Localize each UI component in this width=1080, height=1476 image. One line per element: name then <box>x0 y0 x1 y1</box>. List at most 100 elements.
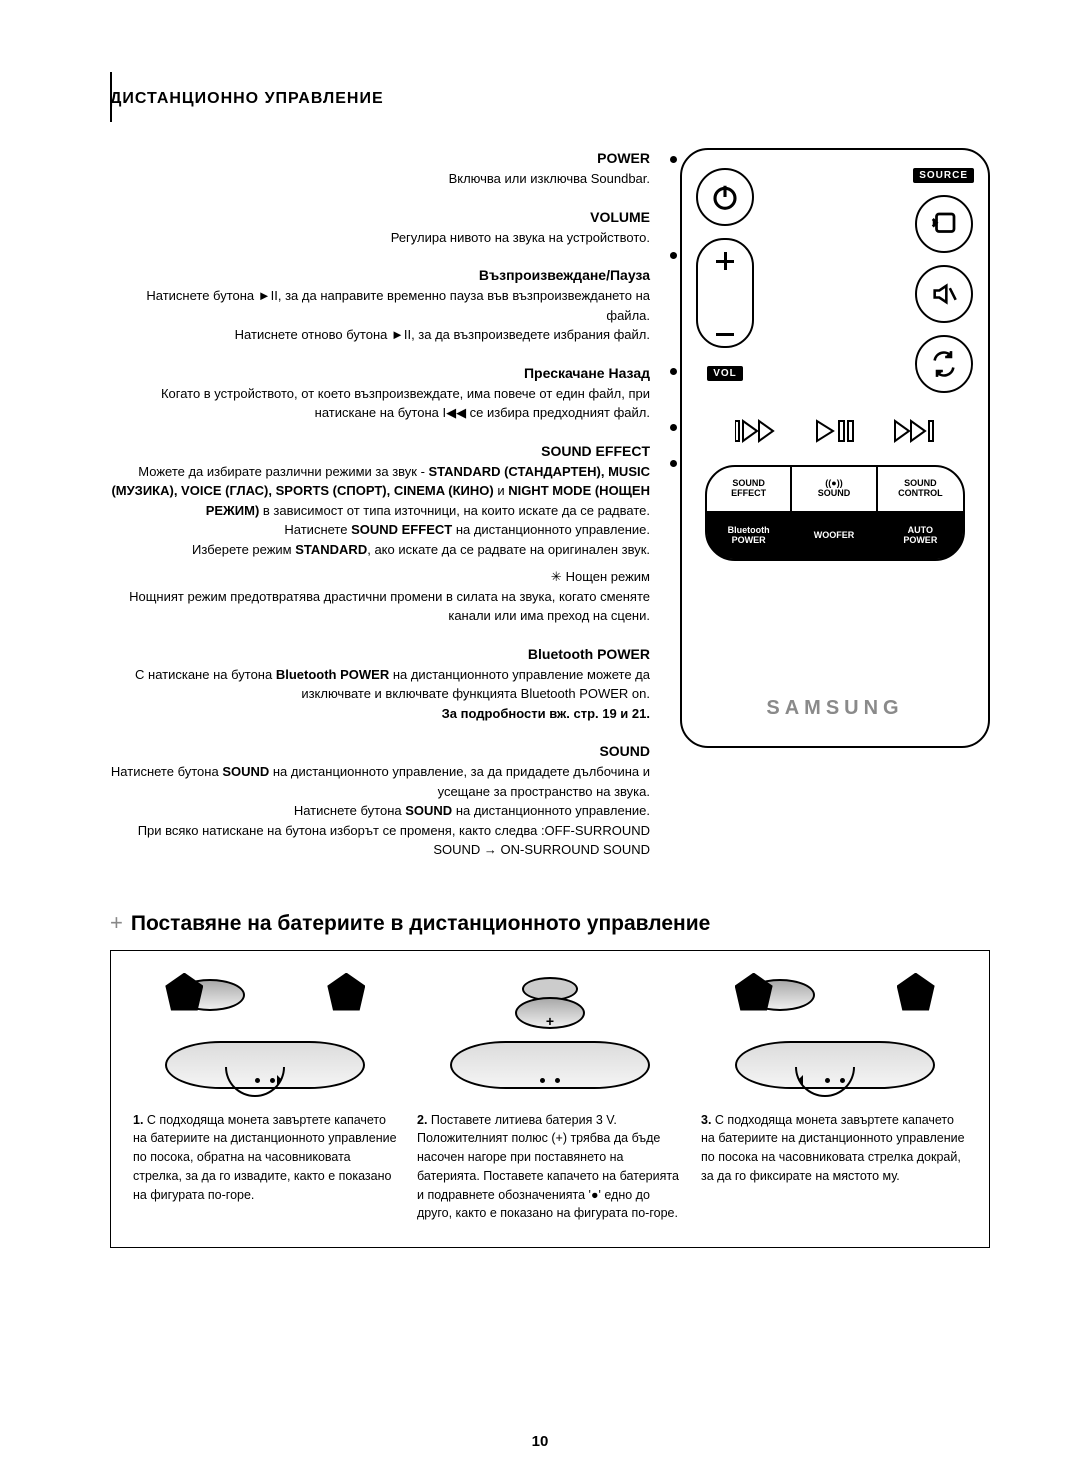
section-playpause: Възпроизвеждане/Пауза Натиснете бутона ►… <box>110 265 650 345</box>
section-volume: VOLUME Регулира нивото на звука на устро… <box>110 207 650 248</box>
align-dots-icon <box>540 1078 560 1083</box>
header-accent <box>110 72 112 122</box>
skipback-body: Когато в устройството, от което възпроиз… <box>110 384 650 423</box>
play-pause-icon <box>809 411 861 451</box>
step3-num: 3. <box>701 1113 711 1127</box>
s1c: на дистанционното управление, за да прид… <box>273 764 650 799</box>
leader-dot <box>670 252 677 259</box>
btpower-p1: С натискане на бутона Bluetooth POWER на… <box>110 665 650 704</box>
g2b: SOUND <box>818 489 851 499</box>
soundeffect-p2: Натиснете SOUND EFFECT на дистанционното… <box>110 520 650 540</box>
remote-right-col: SOURCE <box>913 168 974 393</box>
step-1: 1. С подходяща монета завъртете капачето… <box>133 1111 399 1224</box>
leader-dot <box>670 368 677 375</box>
volume-up-icon <box>714 250 736 272</box>
battery-heading-text: Поставяне на батериите в дистанционното … <box>131 912 710 935</box>
battery-box: + 1. С подходяща монета завъртете капаче… <box>110 950 990 1249</box>
step2-text: Поставете литиева батерия 3 V. Положител… <box>417 1113 679 1221</box>
battery-steps-row: 1. С подходяща монета завъртете капачето… <box>133 1111 967 1224</box>
btn-bt-power: BluetoothPOWER <box>707 513 792 559</box>
battery-heading: + Поставяне на батериите в дистанционното… <box>110 910 990 936</box>
se-p2c: на дистанционното управление. <box>456 522 650 537</box>
step1-text: С подходяща монета завъртете капачето на… <box>133 1113 397 1202</box>
skip-back-icon <box>731 411 783 451</box>
repeat-icon <box>915 335 973 393</box>
soundeffect-night: ✳Нощен режим <box>110 567 650 587</box>
btn-sound-effect: SOUNDEFFECT <box>707 467 792 513</box>
hand-icon <box>897 973 935 1011</box>
page-header: ДИСТАНЦИОННО УПРАВЛЕНИЕ <box>110 90 990 108</box>
btn-sound-control: SOUNDCONTROL <box>878 467 963 513</box>
se-t5: в зависимост от типа източници, на които… <box>263 503 650 518</box>
g4b: POWER <box>732 536 766 546</box>
hand-icon <box>735 973 773 1011</box>
main-layout: POWER Включва или изключва Soundbar. VOL… <box>110 148 990 878</box>
g1b: EFFECT <box>731 489 766 499</box>
se-t1: Можете да избирате различни режими за зв… <box>138 464 428 479</box>
playback-row <box>731 411 939 451</box>
step3-text: С подходяща монета завъртете капачето на… <box>701 1113 965 1183</box>
plus-icon: + <box>110 910 123 935</box>
g3b: CONTROL <box>898 489 943 499</box>
power-icon <box>696 168 754 226</box>
plus-polarity-icon: + <box>546 1013 554 1029</box>
step2-num: 2. <box>417 1113 427 1127</box>
sound-title: SOUND <box>110 741 650 762</box>
volume-title: VOLUME <box>110 207 650 228</box>
section-sound: SOUND Натиснете бутона SOUND на дистанци… <box>110 741 650 860</box>
leader-dot <box>670 156 677 163</box>
se-t3: и <box>497 483 508 498</box>
se-p3a: Изберете режим <box>192 542 295 557</box>
remote-diagram: VOL SOURCE <box>680 148 990 748</box>
step1-num: 1. <box>133 1113 143 1127</box>
s1a: Натиснете бутона <box>111 764 222 779</box>
sound-p3: При всяко натискане на бутона изборът се… <box>110 821 650 860</box>
se-p2a: Натиснете <box>284 522 351 537</box>
s2b: SOUND <box>405 803 456 818</box>
source-icon <box>915 195 973 253</box>
playpause-title: Възпроизвеждане/Пауза <box>110 265 650 286</box>
skip-fwd-icon <box>887 411 939 451</box>
samsung-logo: SAMSUNG <box>682 697 988 720</box>
soundeffect-title: SOUND EFFECT <box>110 441 650 462</box>
star-icon: ✳ <box>551 567 562 587</box>
playpause-line1: Натиснете бутона ►II, за да направите вр… <box>110 286 650 325</box>
remote-column: VOL SOURCE <box>680 148 990 878</box>
hand-icon <box>327 973 365 1011</box>
btpower-title: Bluetooth POWER <box>110 644 650 665</box>
sound-p1: Натиснете бутона SOUND на дистанционното… <box>110 762 650 801</box>
battery-fig-3 <box>725 979 945 1089</box>
step-2: 2. Поставете литиева батерия 3 V. Положи… <box>417 1111 683 1224</box>
remote-top-row: VOL SOURCE <box>696 168 974 393</box>
bt-a: С натискане на бутона <box>135 667 276 682</box>
g6b: POWER <box>903 536 937 546</box>
hand-icon <box>165 973 203 1011</box>
align-dots-icon <box>825 1078 845 1083</box>
soundeffect-p3: Изберете режим STANDARD, ако искате да с… <box>110 540 650 560</box>
battery-fig-1 <box>155 979 375 1089</box>
source-label: SOURCE <box>913 168 974 183</box>
remote-left-col: VOL <box>696 168 754 381</box>
align-dots-icon <box>255 1078 275 1083</box>
power-body: Включва или изключва Soundbar. <box>110 169 650 189</box>
g5: WOOFER <box>814 531 855 541</box>
s2a: Натиснете бутона <box>294 803 405 818</box>
description-column: POWER Включва или изключва Soundbar. VOL… <box>110 148 650 878</box>
section-btpower: Bluetooth POWER С натискане на бутона Bl… <box>110 644 650 724</box>
remote-button-grid: SOUNDEFFECT ((●))SOUND SOUNDCONTROL Blue… <box>705 465 965 561</box>
sound-p2: Натиснете бутона SOUND на дистанционното… <box>110 801 650 821</box>
se-p3b: STANDARD <box>295 542 367 557</box>
battery-images-row: + <box>133 979 967 1089</box>
volume-down-icon <box>716 333 734 336</box>
se-p3c: , ако искате да се радвате на оригинален… <box>367 542 650 557</box>
volume-rocker <box>696 238 754 348</box>
battery-fig-2: + <box>440 979 660 1089</box>
soundeffect-p1: Можете да избирате различни режими за зв… <box>110 462 650 521</box>
night-body: Нощният режим предотвратява драстични пр… <box>110 587 650 626</box>
leader-dot <box>670 424 677 431</box>
mute-icon <box>915 265 973 323</box>
section-power: POWER Включва или изключва Soundbar. <box>110 148 650 189</box>
leader-dot <box>670 460 677 467</box>
vol-label: VOL <box>707 366 743 381</box>
btpower-ref: За подробности вж. стр. 19 и 21. <box>110 704 650 724</box>
